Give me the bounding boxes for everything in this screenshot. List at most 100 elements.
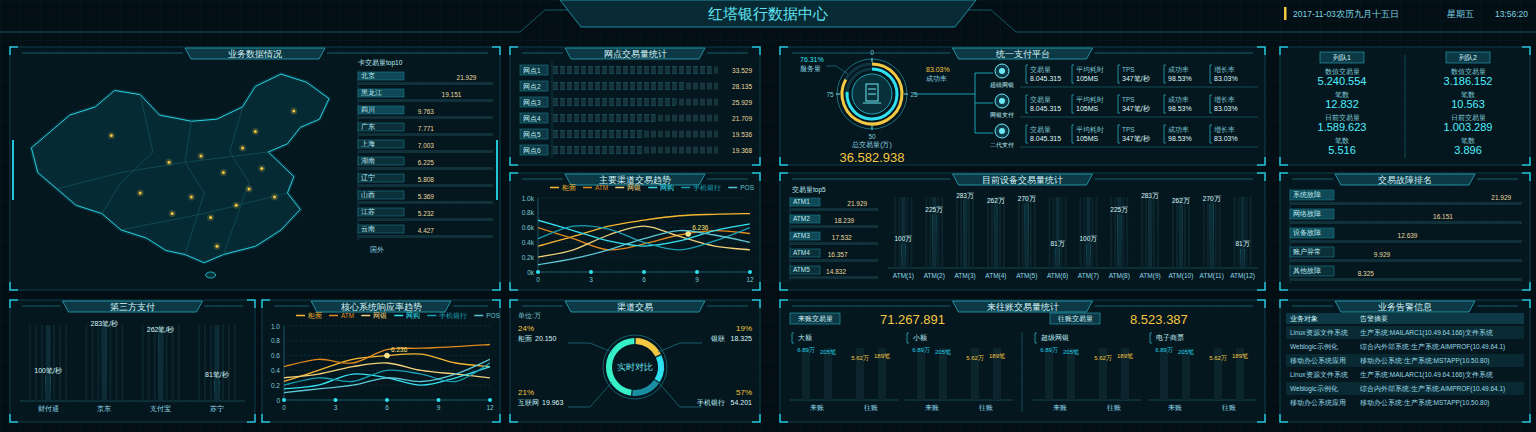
category-tag	[520, 97, 548, 107]
panel-corner	[510, 157, 518, 165]
province-line	[102, 95, 153, 214]
map-dot	[168, 161, 171, 164]
bar-track	[790, 208, 878, 211]
panel-corner	[780, 282, 788, 290]
bar-track	[1091, 197, 1093, 268]
map-dot-halo	[290, 108, 297, 115]
data-label: 205笔	[935, 349, 951, 355]
bar-track	[824, 348, 832, 400]
gauge-core	[852, 74, 892, 114]
y-axis	[538, 198, 539, 272]
bracket	[1164, 65, 1166, 83]
y-tick-label: 0k	[527, 269, 535, 276]
x-tick-label: 9	[437, 404, 441, 411]
category-label: ATM2	[793, 215, 810, 222]
item-value: 3.896	[1454, 144, 1482, 156]
field-value: 98.53%	[1168, 105, 1192, 112]
cell: 移动办公系统应用	[1290, 399, 1346, 406]
bar-track	[1203, 197, 1205, 268]
data-label: 189笔	[874, 353, 890, 359]
map-dot	[235, 204, 238, 207]
bracket	[1164, 95, 1166, 113]
panel-corner	[1522, 173, 1530, 181]
bar-track	[358, 201, 493, 204]
bar-track	[1188, 197, 1190, 268]
bar-track	[910, 197, 912, 268]
panel-corner	[752, 282, 760, 290]
cell: Weblogic示例化	[1290, 343, 1338, 351]
panel-corner	[492, 47, 500, 55]
queue-title: 列队2	[1459, 54, 1477, 61]
panel-corner	[1280, 157, 1288, 165]
dashboard: 红塔银行数据中心2017-11-03农历九月十五日星期五13:56:20业务数据…	[0, 0, 1536, 432]
legend-swatch	[427, 315, 436, 317]
bar-track	[234, 325, 236, 401]
panel-title: 统一支付平台	[996, 49, 1050, 59]
bar-track	[552, 99, 718, 106]
item-value: 10.563	[1451, 98, 1485, 110]
province-line	[185, 121, 204, 254]
field-label: 增长率	[1213, 96, 1235, 103]
summary-value: 8.523.387	[1130, 312, 1188, 327]
x-tick-label: 来账	[1053, 404, 1067, 411]
item-value: 1.003.289	[1444, 121, 1493, 133]
data-label: 270万	[1203, 195, 1221, 202]
panel-corner	[510, 47, 518, 55]
panel-frame	[10, 47, 500, 290]
legend-label: 手机银行	[693, 184, 721, 191]
title-rule	[792, 306, 951, 307]
legend-swatch	[583, 187, 592, 189]
title-tab	[311, 301, 451, 312]
grid-line	[284, 340, 490, 341]
bar-track	[358, 99, 493, 102]
y-tick-label: 1.0k	[522, 195, 535, 202]
panel-frame	[262, 300, 500, 422]
map-dot-halo	[246, 185, 253, 192]
data-label: 18.325	[731, 335, 753, 342]
summary-tag	[1050, 313, 1100, 324]
bar-track	[178, 325, 180, 401]
date-marker	[1284, 7, 1287, 20]
data-label: 21.929	[1491, 194, 1511, 201]
x-tick-label: 京东	[97, 405, 111, 412]
bar-track	[358, 133, 493, 136]
gauge-tick	[872, 126, 873, 130]
bar-track	[65, 325, 67, 401]
gauge-category: 服务量	[800, 65, 821, 72]
data-label: 189笔	[1117, 353, 1133, 359]
connector	[975, 133, 993, 134]
title-tab	[63, 301, 203, 312]
title-tab	[1335, 174, 1475, 185]
data-label: 283万	[956, 192, 974, 199]
bracket	[907, 333, 909, 343]
leader	[568, 343, 612, 352]
title-rule	[707, 53, 748, 54]
map-dot-halo	[233, 202, 240, 209]
bar-track	[1145, 197, 1147, 268]
legend-label: ATM	[595, 184, 608, 191]
bracket	[792, 333, 794, 343]
plot-area	[1045, 355, 1129, 400]
panel: 统一支付平台025507576.31%服务量83.03%成功率总交易量(万)36…	[780, 47, 1265, 165]
map-dot	[241, 146, 244, 149]
channel-icon	[999, 128, 1005, 134]
total-label: 总交易量(万)	[851, 141, 892, 149]
bracket	[1035, 333, 1037, 343]
data-label: 100万	[894, 235, 912, 242]
bar-track	[994, 197, 998, 268]
cell: 综合内外部系统:生产系统:AIMPROF(10.49.64.1)	[1360, 343, 1505, 351]
map-outline	[31, 74, 329, 263]
category-tag	[358, 225, 404, 233]
subtitle: 卡交易量top10	[358, 59, 403, 67]
data-label: 81万	[1235, 240, 1249, 247]
category-tag	[358, 123, 404, 131]
data-label: 225万	[925, 206, 943, 213]
row-rule	[1020, 87, 1258, 88]
x-tick-label: 3	[589, 276, 593, 283]
title-tab	[953, 174, 1093, 185]
bracket	[1210, 65, 1212, 83]
panel-corner	[1280, 282, 1288, 290]
panel-corner	[1522, 47, 1530, 55]
bar-track	[898, 197, 900, 268]
category-label: 北京	[361, 72, 375, 79]
